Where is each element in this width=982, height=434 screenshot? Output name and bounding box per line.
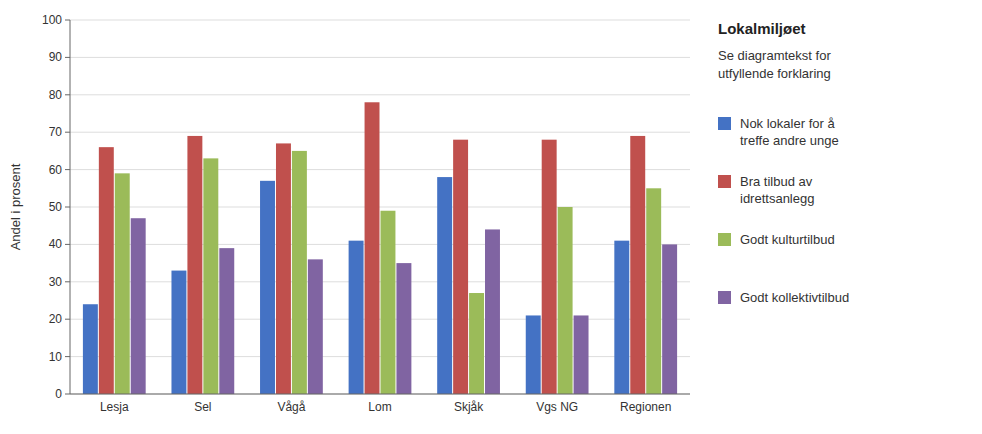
bar: [83, 304, 98, 394]
legend-label: Bra tilbud av idrettsanlegg: [740, 174, 814, 206]
y-tick-label: 70: [49, 125, 63, 139]
legend-label: Godt kulturtilbud: [740, 232, 835, 247]
y-tick: [65, 281, 70, 282]
legend-subtitle-line: utfyllende forklaring: [718, 66, 831, 81]
grid-line: [70, 20, 690, 21]
bar: [276, 143, 291, 394]
bar: [381, 211, 396, 394]
grid-line: [70, 319, 690, 320]
x-tick-label: Lom: [368, 400, 391, 414]
legend-swatch: [718, 291, 731, 304]
bar: [558, 207, 573, 394]
x-ticks: Lesja Sel Vågå Lom Skjåk Vgs NG Regionen: [100, 400, 671, 414]
y-tick: [65, 169, 70, 170]
chart-svg: 0 10 20 30 40 50 60 70 80 90 100 Lesja Sel Vågå Lom Skj…: [0, 0, 982, 434]
bar: [574, 315, 589, 394]
bar: [453, 140, 468, 394]
grid-line: [70, 356, 690, 357]
legend-swatch: [718, 117, 731, 130]
legend-subtitle: Se diagramtekst for utfyllende forklaring: [718, 48, 831, 81]
legend: Lokalmiljøet Se diagramtekst for utfyllend…: [718, 20, 849, 305]
y-tick: [65, 244, 70, 245]
bar: [349, 241, 364, 394]
y-tick-label: 0: [55, 387, 62, 401]
page: {"chart_data": { "type": "bar", "title":…: [0, 0, 982, 434]
bar: [308, 259, 323, 394]
legend-subtitle-line: Se diagramtekst for: [718, 48, 831, 63]
y-tick: [65, 57, 70, 58]
grid-line: [70, 132, 690, 133]
y-tick: [65, 94, 70, 95]
legend-swatch: [718, 175, 731, 188]
y-tick-label: 10: [49, 350, 63, 364]
y-grid: [70, 20, 690, 394]
legend-title: Lokalmiljøet: [718, 20, 806, 37]
y-tick: [65, 356, 70, 357]
bar: [526, 315, 541, 394]
y-tick: [65, 319, 70, 320]
bar: [630, 136, 645, 394]
grid-line: [70, 244, 690, 245]
x-axis-line: [70, 394, 690, 395]
bar: [219, 248, 234, 394]
y-tick-label: 20: [49, 312, 63, 326]
bar: [203, 158, 218, 394]
y-tick-label: 30: [49, 275, 63, 289]
y-tick-label: 100: [42, 13, 62, 27]
bar: [131, 218, 146, 394]
x-tick-label: Vgs NG: [536, 400, 578, 414]
bar: [614, 241, 629, 394]
chart-container: 0 10 20 30 40 50 60 70 80 90 100 Lesja Sel Vågå Lom Skj…: [0, 0, 982, 434]
y-axis-line: [70, 20, 71, 394]
bar: [542, 140, 557, 394]
grid-line: [70, 57, 690, 58]
legend-label-line: Nok lokaler for å: [740, 116, 835, 131]
y-axis-label: Andel i prosent: [8, 163, 23, 250]
bar: [469, 293, 484, 394]
y-tick-label: 80: [49, 88, 63, 102]
x-tick-label: Lesja: [100, 400, 129, 414]
x-tick-label: Regionen: [620, 400, 671, 414]
y-tick-label: 90: [49, 50, 63, 64]
bar: [99, 147, 114, 394]
bar: [662, 244, 677, 394]
grid-line: [70, 394, 690, 395]
legend-label-line: idrettsanlegg: [740, 191, 814, 206]
x-tick-label: Sel: [194, 400, 211, 414]
legend-label-line: treffe andre unge: [740, 133, 839, 148]
legend-swatch: [718, 233, 731, 246]
bar: [115, 173, 130, 394]
grid-line: [70, 169, 690, 170]
y-tick-label: 50: [49, 200, 63, 214]
bar: [260, 181, 275, 394]
x-tick-label: Skjåk: [454, 400, 484, 414]
y-tick-label: 40: [49, 237, 63, 251]
bar: [646, 188, 661, 394]
legend-label-line: Bra tilbud av: [740, 174, 813, 189]
y-tick: [65, 132, 70, 133]
legend-label-line: Godt kollektivtilbud: [740, 290, 849, 305]
grid-line: [70, 207, 690, 208]
grid-line: [70, 281, 690, 282]
x-tick-label: Vågå: [277, 400, 305, 414]
bar: [171, 271, 186, 394]
y-tick: [65, 207, 70, 208]
bar: [485, 229, 500, 394]
bar: [396, 263, 411, 394]
legend-label: Nok lokaler for å treffe andre unge: [740, 116, 839, 148]
bar: [187, 136, 202, 394]
grid-line: [70, 94, 690, 95]
y-tick: [65, 394, 70, 395]
y-ticks: 0 10 20 30 40 50 60 70 80 90 100: [42, 13, 70, 401]
y-tick: [65, 20, 70, 21]
bars: [83, 102, 677, 394]
bar: [365, 102, 380, 394]
legend-label-line: Godt kulturtilbud: [740, 232, 835, 247]
bar: [292, 151, 307, 394]
y-tick-label: 60: [49, 163, 63, 177]
bar: [437, 177, 452, 394]
legend-label: Godt kollektivtilbud: [740, 290, 849, 305]
